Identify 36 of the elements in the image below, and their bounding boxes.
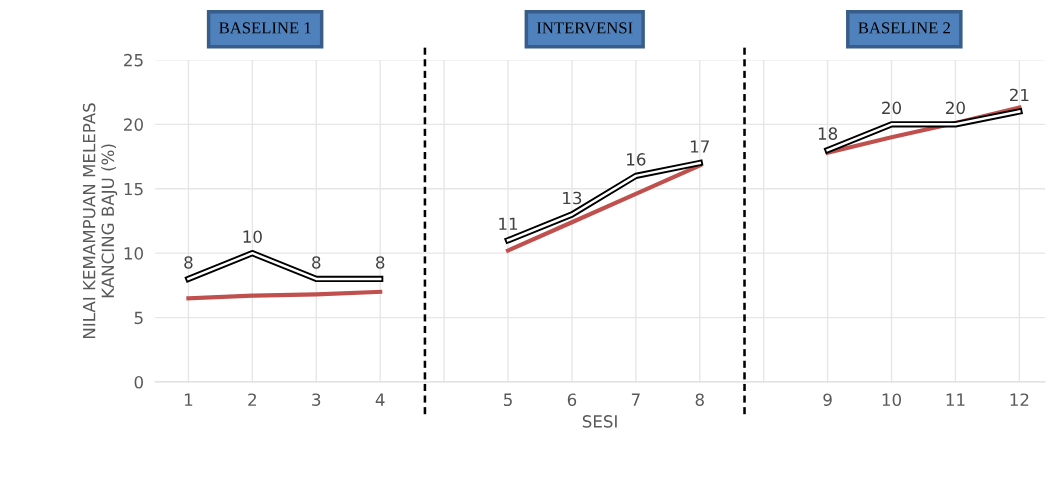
- text: BASELINE 2: [858, 22, 950, 34]
- data-label: 16: [627, 153, 646, 166]
- text: BASELINE 1: [219, 22, 311, 34]
- x-tick-label: 7: [631, 393, 640, 406]
- data-label: 10: [243, 230, 262, 243]
- y-tick-label: 5: [134, 311, 143, 325]
- x-tick-label: 12: [1010, 393, 1029, 406]
- x-axis-title: SESI: [582, 415, 617, 428]
- x-tick-label: 4: [375, 393, 385, 406]
- y-tick-label: 25: [124, 53, 143, 67]
- data-label: 18: [818, 127, 838, 140]
- data-label: 8: [376, 256, 385, 269]
- data-label: 11: [499, 217, 518, 230]
- y-tick-label: 15: [124, 182, 143, 196]
- data-label: 17: [691, 140, 709, 153]
- y-tick-label: 0: [134, 375, 143, 389]
- x-tick-label: 5: [504, 393, 512, 407]
- x-tick-label: 10: [882, 393, 902, 407]
- line-series: [186, 289, 383, 301]
- data-label: 8: [184, 256, 193, 269]
- x-tick-label: 6: [567, 393, 577, 407]
- y-tick-label: 10: [124, 247, 143, 260]
- x-tick-label: 11: [946, 393, 965, 406]
- y-axis-title: NILAI KEMAMPUAN MELEPAS KANCING BAJU (%): [82, 103, 118, 339]
- x-tick-label: 9: [823, 393, 832, 407]
- x-tick-label: 3: [312, 393, 321, 407]
- data-label: 8: [312, 256, 321, 269]
- data-label: 13: [563, 191, 582, 205]
- text: INTERVENSI: [536, 22, 633, 34]
- data-label: 21: [1009, 88, 1029, 102]
- x-tick-label: 8: [695, 393, 704, 407]
- data-label: 20: [946, 101, 965, 115]
- x-tick-label: 1: [184, 393, 193, 406]
- data-label: 20: [882, 101, 902, 115]
- x-tick-label: 2: [248, 393, 256, 406]
- y-tick-label: 20: [124, 118, 143, 131]
